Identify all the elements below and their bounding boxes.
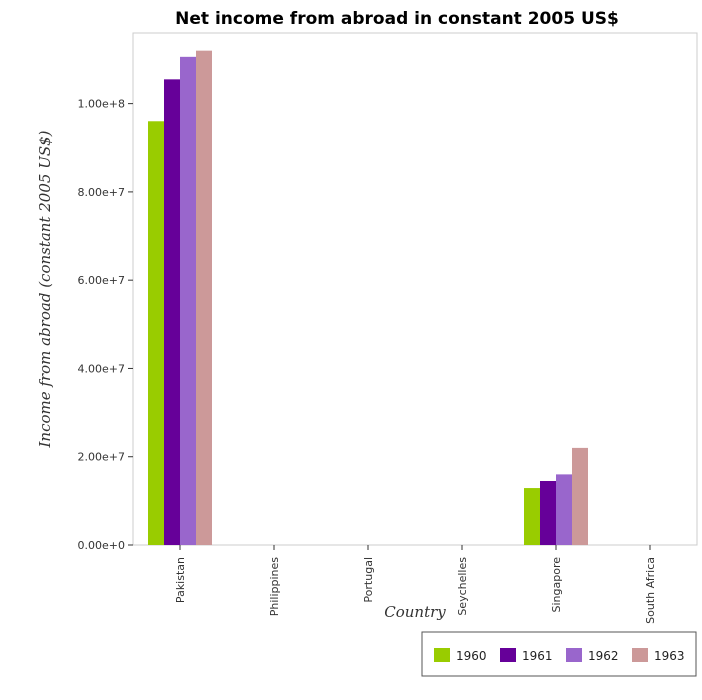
bars [148, 50, 588, 546]
x-tick-label: South Africa [644, 557, 657, 624]
legend-label-1960: 1960 [456, 649, 487, 663]
legend-swatch-1962 [566, 648, 582, 662]
bar-singapore-1960 [524, 488, 540, 545]
y-tick-label: 8.00e+7 [78, 186, 125, 199]
bar-singapore-1962 [556, 474, 572, 545]
y-tick-label: 0.00e+0 [78, 539, 125, 552]
legend-swatch-1961 [500, 648, 516, 662]
y-tick-label: 4.00e+7 [78, 362, 125, 375]
bar-pakistan-1960 [148, 121, 164, 545]
legend-swatch-1960 [434, 648, 450, 662]
x-tick-label: Seychelles [456, 557, 469, 616]
chart-title: Net income from abroad in constant 2005 … [175, 9, 619, 29]
y-tick-label: 2.00e+7 [78, 451, 125, 464]
legend-frame [421, 631, 697, 677]
x-tick-label: Portugal [362, 557, 375, 603]
legend-label-1961: 1961 [522, 649, 553, 663]
x-axis-label: Country [384, 603, 446, 621]
legend-label-1963: 1963 [654, 649, 685, 663]
y-axis-ticks: 0.00e+0 2.00e+7 4.00e+7 6.00e+7 8.00e+7 1.00e… [78, 98, 133, 552]
bar-pakistan-1961 [164, 79, 180, 546]
legend-swatch-1963 [632, 648, 648, 662]
bar-singapore-1961 [540, 481, 556, 545]
bar-singapore-1963 [572, 447, 588, 545]
plot-area [132, 32, 698, 546]
x-tick-label: Pakistan [174, 557, 187, 603]
y-tick-label: 6.00e+7 [78, 274, 125, 287]
x-tick-label: Philippines [268, 557, 281, 617]
y-tick-label: 1.00e+8 [78, 98, 125, 111]
x-axis-ticks: Pakistan Philippines Portugal Seychelles Sin… [174, 545, 657, 624]
bar-pakistan-1963 [196, 50, 212, 545]
legend-label-1962: 1962 [588, 649, 619, 663]
y-axis-label: Income from abroad (constant 2005 US$) [36, 130, 54, 448]
legend: 1960 1961 1962 1963 [421, 631, 697, 677]
bar-pakistan-1962 [180, 56, 196, 546]
x-tick-label: Singapore [550, 557, 563, 613]
